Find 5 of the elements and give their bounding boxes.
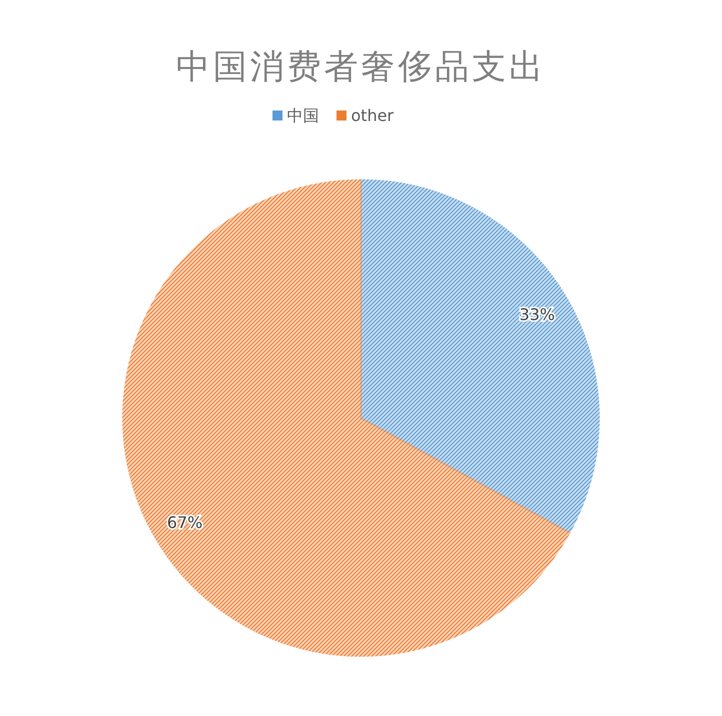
legend-label: 中国 xyxy=(287,106,319,125)
pie-slice xyxy=(122,179,570,656)
chart-title: 中国消费者奢侈品支出 xyxy=(176,47,546,87)
legend-label: other xyxy=(351,106,394,125)
pie-slice xyxy=(360,179,600,534)
